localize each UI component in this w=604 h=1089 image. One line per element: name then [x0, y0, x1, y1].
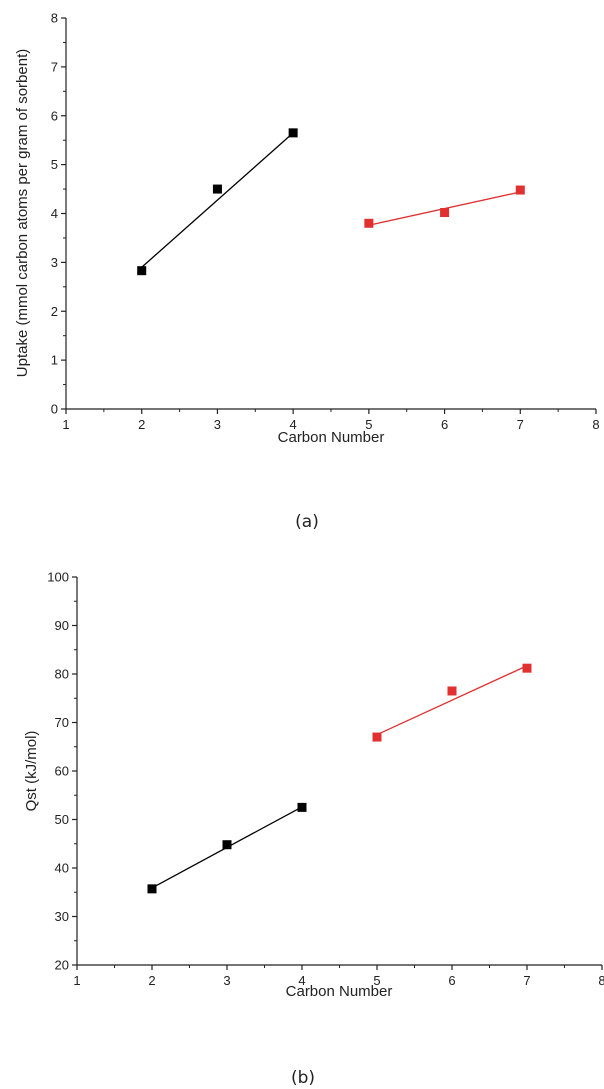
- data-point: [222, 840, 232, 850]
- plot-area-b: 1 2 3 4 5 6 7 8 20 30 40 50 60 70 80 90 100 Carbon Numb…: [23, 570, 604, 1001]
- x-tick-label: 4: [290, 417, 297, 432]
- y-tick-label: 80: [55, 667, 69, 682]
- data-points-a: [137, 128, 525, 276]
- data-point: [447, 686, 457, 696]
- y-tick-label: 7: [51, 59, 58, 74]
- y-tick-label: 100: [47, 570, 69, 585]
- y-tick-label: 6: [51, 108, 58, 123]
- panel-label-b: (b): [291, 1068, 315, 1088]
- data-point: [364, 218, 374, 228]
- y-tick-label: 70: [55, 715, 69, 730]
- x-ticks-b: 1 2 3 4 5 6 7 8: [73, 965, 604, 988]
- x-tick-label: 3: [214, 417, 221, 432]
- y-tick-label: 8: [51, 11, 58, 26]
- y-tick-label: 3: [51, 255, 58, 270]
- x-axis-title-b: Carbon Number: [286, 983, 393, 1000]
- data-point: [372, 732, 382, 742]
- x-tick-label: 7: [517, 417, 524, 432]
- data-point: [440, 208, 450, 218]
- panel-label-a: (a): [295, 512, 319, 532]
- y-tick-label: 1: [51, 353, 58, 368]
- y-tick-label: 20: [55, 958, 69, 973]
- x-tick-label: 1: [73, 973, 80, 988]
- x-axis-title-a: Carbon Number: [278, 429, 385, 446]
- fit-lines-b: [151, 665, 528, 889]
- y-tick-label: 40: [55, 861, 69, 876]
- fit-lines-a: [141, 132, 521, 268]
- y-tick-label: 0: [51, 402, 58, 417]
- x-tick-label: 2: [138, 417, 145, 432]
- x-tick-label: 8: [598, 973, 604, 988]
- y-ticks-a: 0 1 2 3 4 5 6 7 8: [51, 11, 66, 417]
- data-point: [147, 884, 157, 894]
- x-tick-label: 4: [298, 973, 305, 988]
- y-axis-title-b: Qst (kJ/mol): [23, 731, 40, 812]
- y-axis-title-a: Uptake (mmol carbon atoms per gram of so…: [14, 49, 31, 377]
- y-tick-label: 5: [51, 157, 58, 172]
- data-point: [137, 266, 147, 276]
- y-ticks-b: 20 30 40 50 60 70 80 90 100: [47, 570, 77, 973]
- x-tick-label: 1: [62, 417, 69, 432]
- x-tick-label: 6: [448, 973, 455, 988]
- y-tick-label: 30: [55, 909, 69, 924]
- fit-line: [141, 132, 294, 268]
- y-tick-label: 60: [55, 764, 69, 779]
- y-tick-label: 90: [55, 618, 69, 633]
- x-tick-label: 2: [148, 973, 155, 988]
- x-tick-label: 5: [365, 417, 372, 432]
- data-point: [288, 128, 298, 138]
- y-tick-label: 2: [51, 304, 58, 319]
- x-tick-label: 6: [441, 417, 448, 432]
- x-tick-label: 5: [373, 973, 380, 988]
- x-tick-label: 3: [223, 973, 230, 988]
- data-points-b: [147, 663, 532, 894]
- y-tick-label: 50: [55, 812, 69, 827]
- y-tick-label: 4: [51, 206, 58, 221]
- data-point: [212, 184, 222, 194]
- fit-line: [376, 665, 528, 736]
- data-point: [515, 185, 525, 195]
- x-tick-label: 7: [523, 973, 530, 988]
- x-tick-label: 8: [592, 417, 599, 432]
- data-point: [297, 802, 307, 812]
- x-ticks-a: 1 2 3 4 5 6 7 8: [62, 409, 600, 432]
- data-point: [522, 663, 532, 673]
